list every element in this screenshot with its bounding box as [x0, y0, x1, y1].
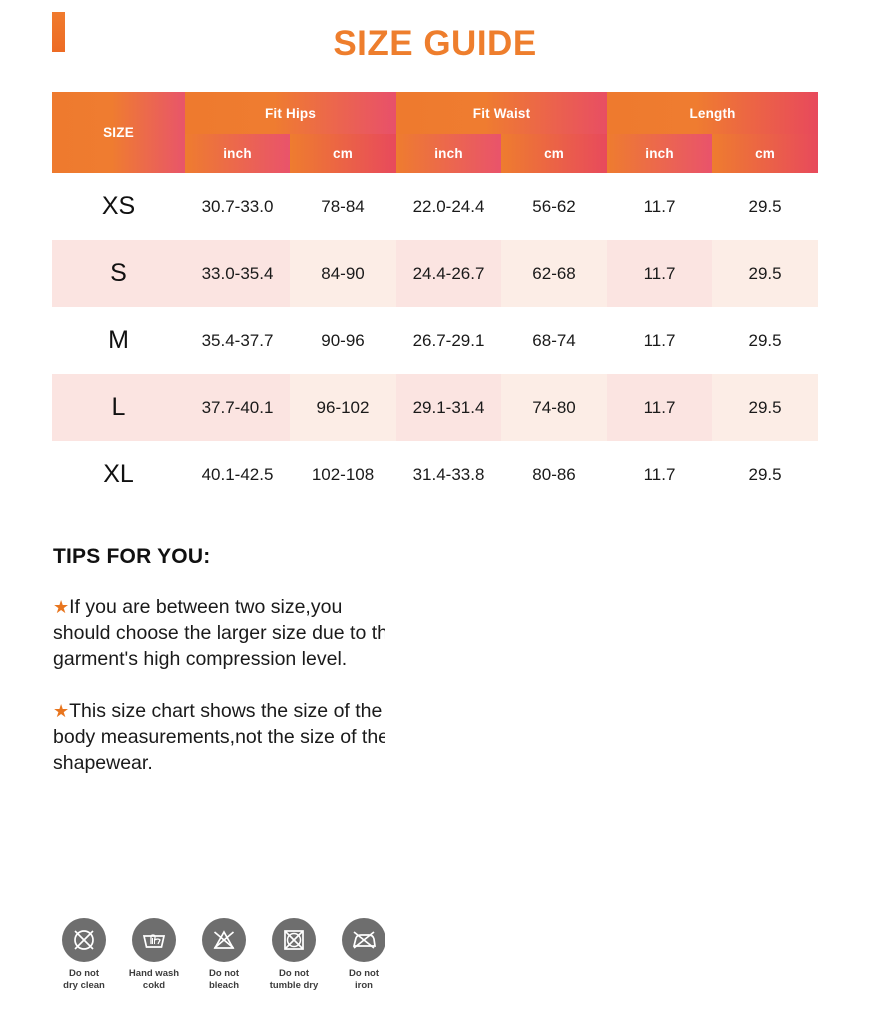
cell-length-inch: 11.7 [643, 196, 676, 216]
column-header-length: Length [607, 92, 819, 134]
sub-header-hips-cm: cm [290, 134, 397, 173]
cell-size: M [108, 326, 129, 354]
care-label-line1: Do not [348, 968, 380, 979]
cell-waist-cm: 62-68 [501, 240, 608, 307]
care-item: Do not dry clean [58, 918, 110, 992]
cell-hips-cm: 102-108 [311, 464, 375, 484]
cell-size: S [52, 240, 185, 307]
cell-hips-inch: 33.0-35.4 [185, 240, 290, 307]
cell-length-cm: 29.5 [712, 374, 819, 441]
cell-hips-cm: 90-96 [321, 330, 365, 350]
cell-size: L [52, 374, 185, 441]
accent-bar-icon [52, 12, 65, 52]
care-item: Hand wash cokd [128, 918, 180, 992]
cell-hips-cm: 96-102 [290, 374, 397, 441]
cell-hips-inch: 37.7-40.1 [185, 374, 290, 441]
table-row: M 35.4-37.7 90-96 26.7-29.1 68-74 11.7 2… [52, 307, 818, 374]
care-label-line2: cokd [142, 979, 166, 991]
do-not-iron-icon [342, 918, 386, 962]
care-label-line2: bleach [208, 979, 240, 991]
do-not-dry-clean-icon [62, 918, 106, 962]
cell-length-inch: 11.7 [643, 330, 676, 350]
cell-length-cm: 29.5 [748, 464, 782, 484]
column-header-fit-waist: Fit Waist [396, 92, 608, 134]
star-bullet-icon: ★ [53, 700, 70, 721]
cell-waist-inch: 22.0-24.4 [412, 196, 485, 216]
care-instructions: Do not dry clean Hand wash cokd [58, 918, 390, 992]
column-header-fit-hips: Fit Hips [185, 92, 397, 134]
star-bullet-icon: ★ [53, 597, 70, 617]
cell-hips-inch: 40.1-42.5 [201, 464, 274, 484]
care-label: Do not bleach [198, 968, 250, 992]
product-photo [385, 512, 870, 1024]
sub-header-hips-inch: inch [185, 134, 290, 173]
column-header-size: SIZE [52, 92, 185, 173]
sub-header-waist-cm: cm [501, 134, 608, 173]
cell-length-inch: 11.7 [607, 374, 713, 441]
care-label: Do not dry clean [58, 968, 110, 992]
tips-section: TIPS FOR YOU: ★If you are between two si… [53, 545, 403, 777]
cell-waist-inch: 29.1-31.4 [396, 374, 502, 441]
title-bar: SIZE GUIDE [0, 0, 870, 88]
care-label-line2: dry clean [63, 979, 105, 991]
hand-wash-icon [132, 918, 176, 962]
cell-waist-cm: 74-80 [501, 374, 608, 441]
sub-header-length-cm: cm [712, 134, 819, 173]
table-row: XL 40.1-42.5 102-108 31.4-33.8 80-86 11.… [52, 441, 818, 508]
cell-hips-cm: 84-90 [290, 240, 397, 307]
table-body: XS 30.7-33.0 78-84 22.0-24.4 56-62 11.7 … [52, 173, 819, 508]
care-label-line1: Do not [278, 968, 310, 979]
care-label-line1: Do not [208, 968, 240, 979]
cell-waist-cm: 68-74 [532, 330, 576, 350]
cell-hips-cm: 78-84 [321, 196, 365, 216]
cell-size: XS [101, 192, 136, 220]
tip-text: If you are between two size,you should c… [53, 596, 399, 670]
tip-text: This size chart shows the size of the bo… [53, 699, 390, 774]
size-chart-table: SIZE Fit Hips Fit Waist Length inch cm i… [52, 92, 819, 508]
care-label-line2: tumble dry [269, 979, 319, 991]
sub-header-waist-inch: inch [396, 134, 502, 173]
table-row: XS 30.7-33.0 78-84 22.0-24.4 56-62 11.7 … [52, 173, 818, 240]
do-not-tumble-dry-icon [272, 918, 316, 962]
cell-length-inch: 11.7 [607, 240, 713, 307]
care-label: Do not iron [338, 968, 390, 992]
do-not-bleach-icon [202, 918, 246, 962]
cell-length-cm: 29.5 [748, 196, 782, 216]
care-item: Do not tumble dry [268, 918, 320, 992]
cell-waist-inch: 31.4-33.8 [412, 464, 485, 484]
cell-size: XL [103, 460, 134, 488]
cell-hips-inch: 35.4-37.7 [201, 330, 274, 350]
care-label-line1: Do not [68, 968, 100, 979]
cell-length-inch: 11.7 [643, 464, 676, 484]
cell-waist-cm: 56-62 [532, 196, 576, 216]
care-label-line1: Hand wash [128, 968, 180, 979]
care-item: Do not iron [338, 918, 390, 992]
cell-hips-inch: 30.7-33.0 [201, 196, 274, 216]
care-item: Do not bleach [198, 918, 250, 992]
table-row: S 33.0-35.4 84-90 24.4-26.7 62-68 11.7 2… [52, 240, 819, 307]
care-label: Do not tumble dry [268, 968, 320, 992]
sub-header-length-inch: inch [607, 134, 713, 173]
cell-waist-inch: 26.7-29.1 [412, 330, 485, 350]
cell-waist-cm: 80-86 [532, 464, 576, 484]
care-label: Hand wash cokd [128, 968, 180, 992]
care-label-line2: iron [355, 979, 373, 991]
cell-length-cm: 29.5 [712, 240, 819, 307]
table-header: SIZE Fit Hips Fit Waist Length inch cm i… [52, 92, 819, 173]
tip-item: ★If you are between two size,you should … [53, 595, 403, 673]
page-title: SIZE GUIDE [333, 24, 537, 63]
cell-length-cm: 29.5 [748, 330, 782, 350]
tip-item: ★This size chart shows the size of the b… [53, 699, 403, 777]
cell-waist-inch: 24.4-26.7 [396, 240, 502, 307]
table-row: L 37.7-40.1 96-102 29.1-31.4 74-80 11.7 … [52, 374, 819, 441]
tips-heading: TIPS FOR YOU: [53, 545, 211, 568]
